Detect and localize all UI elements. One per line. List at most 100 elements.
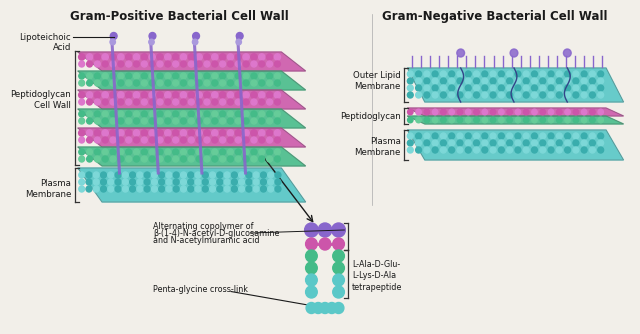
Circle shape: [440, 140, 446, 146]
Circle shape: [507, 109, 513, 115]
Circle shape: [204, 149, 210, 155]
Circle shape: [598, 117, 604, 123]
Polygon shape: [78, 128, 306, 147]
Circle shape: [188, 179, 194, 185]
Circle shape: [212, 137, 218, 143]
Circle shape: [212, 130, 218, 136]
Circle shape: [134, 149, 140, 155]
Circle shape: [243, 92, 249, 98]
Circle shape: [408, 109, 413, 115]
Circle shape: [134, 111, 140, 117]
Circle shape: [228, 80, 234, 86]
Circle shape: [499, 85, 504, 91]
Circle shape: [490, 92, 496, 98]
Circle shape: [499, 109, 504, 115]
Circle shape: [457, 133, 463, 139]
Circle shape: [532, 147, 538, 153]
Circle shape: [573, 85, 579, 91]
Circle shape: [212, 99, 218, 105]
Circle shape: [157, 99, 163, 105]
Circle shape: [589, 92, 595, 98]
Circle shape: [236, 73, 241, 79]
Circle shape: [490, 109, 496, 115]
Text: L-Ala-D-Glu-
L-Lys-D-Ala
tetrapeptide: L-Ala-D-Glu- L-Lys-D-Ala tetrapeptide: [352, 261, 403, 292]
Circle shape: [118, 92, 124, 98]
Circle shape: [164, 54, 171, 60]
Circle shape: [313, 303, 324, 314]
Circle shape: [164, 130, 171, 136]
Text: Peptidoglycan
Cell Wall: Peptidoglycan Cell Wall: [10, 90, 71, 110]
Circle shape: [260, 179, 266, 185]
Circle shape: [79, 179, 84, 185]
Circle shape: [86, 130, 93, 136]
Circle shape: [100, 179, 106, 185]
Circle shape: [157, 73, 163, 79]
Circle shape: [110, 73, 116, 79]
Circle shape: [465, 85, 471, 91]
Circle shape: [86, 92, 93, 98]
Circle shape: [86, 99, 92, 105]
Circle shape: [220, 73, 225, 79]
Circle shape: [589, 117, 595, 123]
Circle shape: [188, 156, 194, 162]
Circle shape: [548, 85, 554, 91]
Circle shape: [482, 92, 488, 98]
Circle shape: [165, 137, 171, 143]
Circle shape: [115, 172, 121, 178]
Circle shape: [524, 85, 529, 91]
Circle shape: [441, 109, 446, 115]
Circle shape: [275, 172, 281, 178]
Circle shape: [416, 117, 421, 123]
Circle shape: [532, 117, 537, 123]
Circle shape: [243, 54, 249, 60]
Polygon shape: [78, 52, 306, 71]
Circle shape: [110, 39, 115, 45]
Circle shape: [573, 71, 579, 77]
Circle shape: [122, 186, 128, 192]
Circle shape: [253, 186, 259, 192]
Circle shape: [548, 117, 554, 123]
Circle shape: [204, 137, 210, 143]
Circle shape: [457, 85, 463, 91]
Circle shape: [424, 133, 429, 139]
Circle shape: [196, 137, 202, 143]
Circle shape: [159, 186, 164, 192]
Circle shape: [449, 133, 454, 139]
Circle shape: [236, 149, 241, 155]
Circle shape: [126, 118, 132, 124]
Circle shape: [239, 179, 244, 185]
Circle shape: [490, 71, 496, 77]
Circle shape: [79, 172, 84, 178]
Circle shape: [210, 179, 216, 185]
Circle shape: [589, 140, 595, 146]
Circle shape: [524, 133, 529, 139]
Circle shape: [573, 109, 579, 115]
Circle shape: [532, 109, 537, 115]
Circle shape: [141, 156, 147, 162]
Circle shape: [416, 109, 421, 115]
Circle shape: [557, 109, 562, 115]
Circle shape: [180, 149, 186, 155]
Circle shape: [196, 92, 202, 98]
Circle shape: [227, 92, 234, 98]
Circle shape: [217, 186, 223, 192]
Circle shape: [228, 156, 234, 162]
Circle shape: [532, 133, 538, 139]
Circle shape: [220, 99, 225, 105]
Circle shape: [490, 133, 496, 139]
Circle shape: [220, 156, 225, 162]
Circle shape: [415, 133, 422, 139]
Circle shape: [251, 80, 257, 86]
Circle shape: [235, 130, 241, 136]
Circle shape: [95, 137, 100, 143]
Circle shape: [275, 118, 280, 124]
Circle shape: [196, 156, 202, 162]
Circle shape: [573, 133, 579, 139]
Circle shape: [573, 78, 579, 84]
Circle shape: [102, 73, 108, 79]
Circle shape: [204, 92, 210, 98]
Circle shape: [115, 179, 121, 185]
Circle shape: [236, 39, 241, 45]
Circle shape: [598, 85, 604, 91]
Circle shape: [86, 149, 92, 155]
